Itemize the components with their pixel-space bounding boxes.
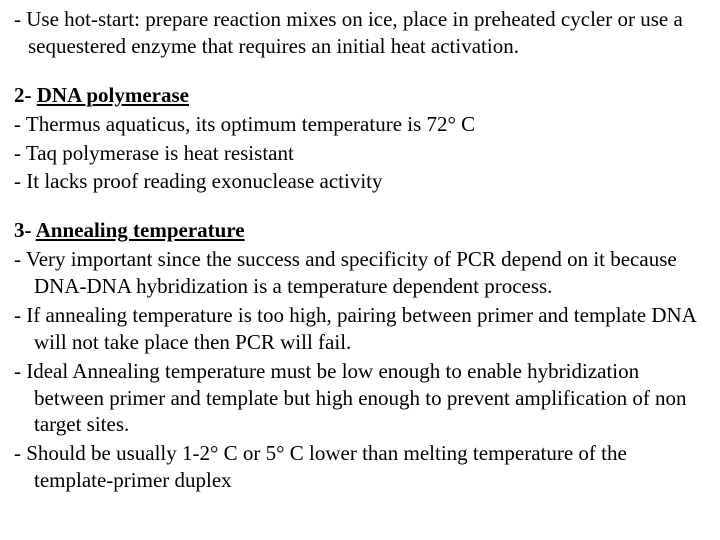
heading-prefix: 3- [14, 218, 36, 242]
section-heading-annealing: 3- Annealing temperature [14, 217, 706, 244]
annealing-bullet: - Should be usually 1-2° C or 5° C lower… [14, 440, 706, 494]
document-page: - Use hot-start: prepare reaction mixes … [0, 0, 720, 502]
section-gap [14, 62, 706, 82]
section-gap [14, 197, 706, 217]
section-heading-dna: 2- DNA polymerase [14, 82, 706, 109]
dna-bullet: - Taq polymerase is heat resistant [14, 140, 706, 167]
annealing-bullet: - Very important since the success and s… [14, 246, 706, 300]
heading-title: Annealing temperature [36, 218, 245, 242]
annealing-bullet: - If annealing temperature is too high, … [14, 302, 706, 356]
annealing-bullet: - Ideal Annealing temperature must be lo… [14, 358, 706, 439]
dna-bullet: - It lacks proof reading exonuclease act… [14, 168, 706, 195]
heading-prefix: 2- [14, 83, 37, 107]
dna-bullet: - Thermus aquaticus, its optimum tempera… [14, 111, 706, 138]
heading-title: DNA polymerase [37, 83, 189, 107]
hotstart-bullet: - Use hot-start: prepare reaction mixes … [14, 6, 706, 60]
